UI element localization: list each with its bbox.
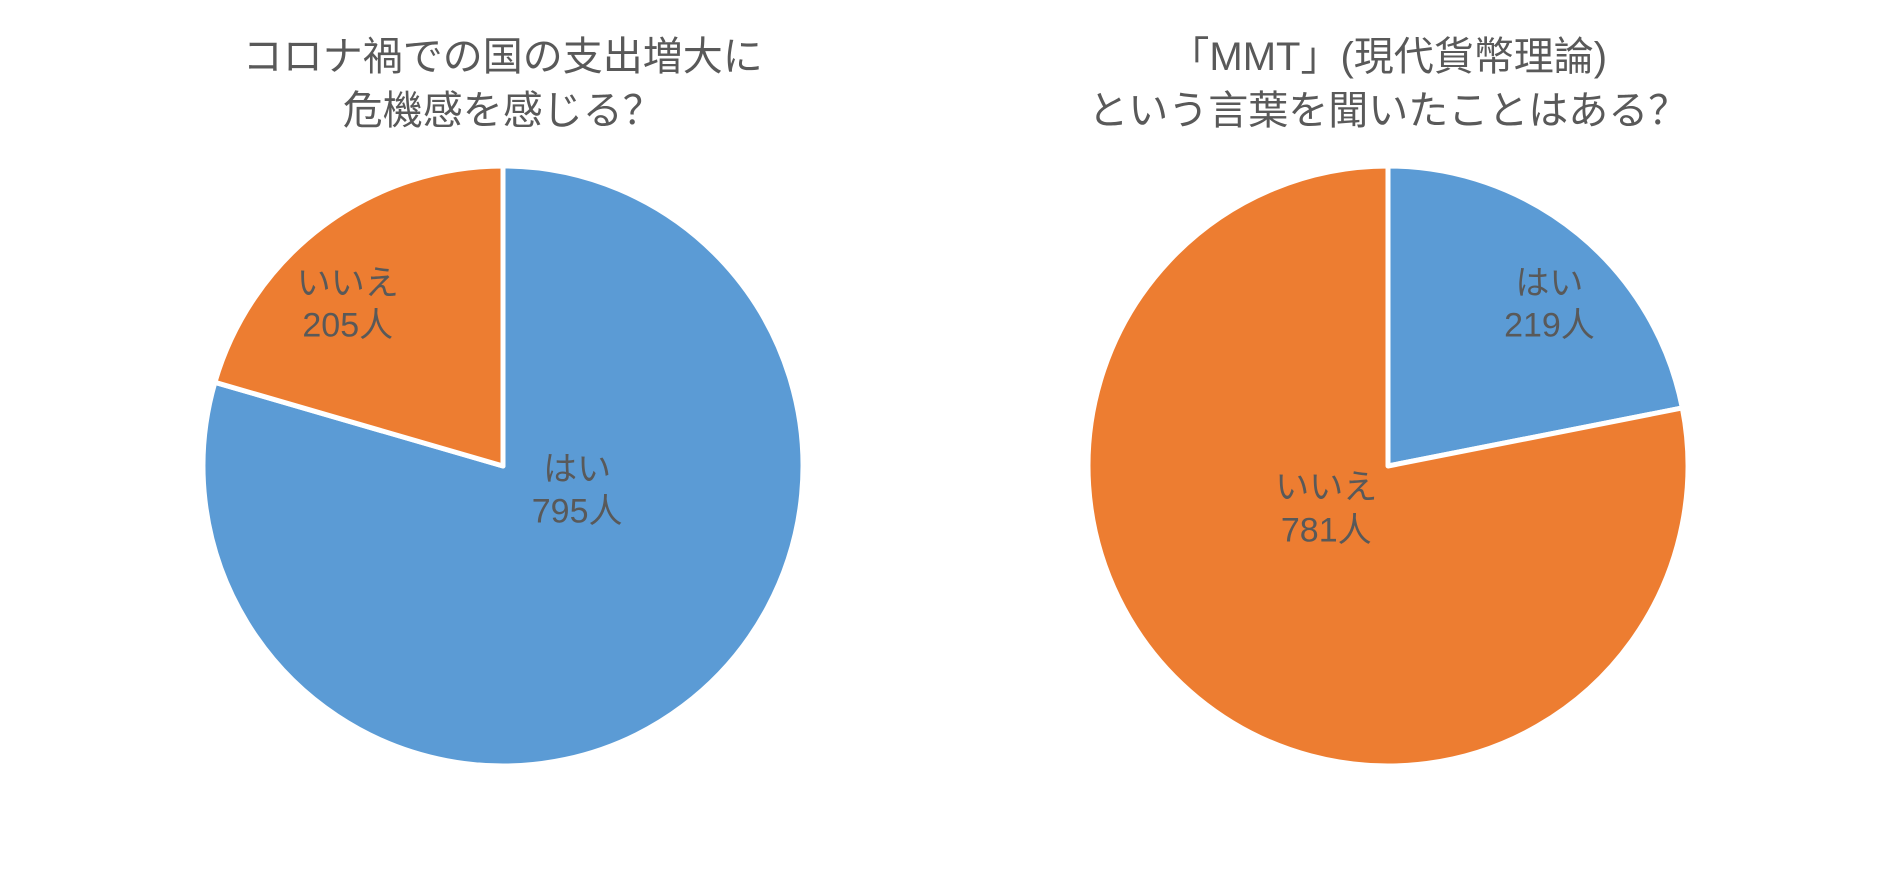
chart-title-left: コロナ禍での国の支出増大に 危機感を感じる？ [243,30,763,138]
chart-title-right: 「MMT」(現代貨幣理論) という言葉を聞いたことはある？ [1088,30,1688,138]
chart-panel-left: コロナ禍での国の支出増大に 危機感を感じる？ はい 795人いいえ 205人 [73,30,933,776]
pie-chart-left: はい 795人いいえ 205人 [193,156,813,776]
pie-chart-right: はい 219人いいえ 781人 [1078,156,1698,776]
pie-svg [1078,156,1698,776]
chart-panel-right: 「MMT」(現代貨幣理論) という言葉を聞いたことはある？ はい 219人いいえ… [958,30,1818,776]
pie-svg [193,156,813,776]
